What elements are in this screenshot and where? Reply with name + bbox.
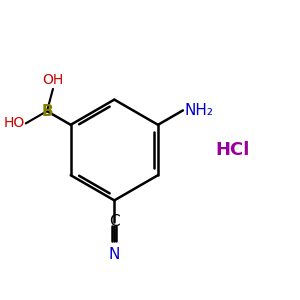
Text: HCl: HCl: [215, 141, 250, 159]
Text: NH₂: NH₂: [184, 103, 213, 118]
Text: OH: OH: [42, 74, 64, 87]
Text: HO: HO: [3, 116, 25, 130]
Text: C: C: [109, 214, 120, 230]
Text: N: N: [109, 247, 120, 262]
Text: B: B: [41, 103, 53, 118]
